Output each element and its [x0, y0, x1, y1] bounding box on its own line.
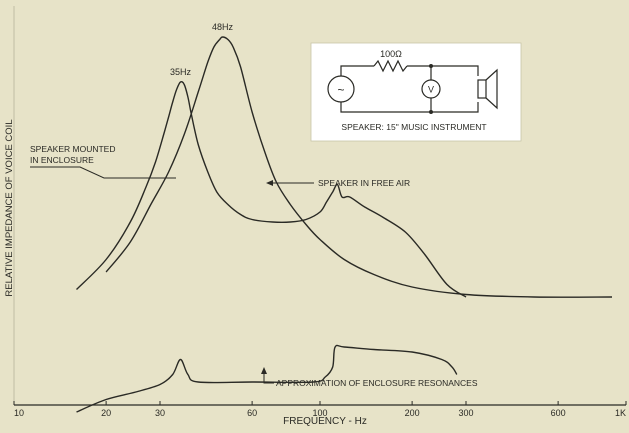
- x-tick-label-20: 20: [101, 408, 111, 418]
- peak-label-48hz: 48Hz: [212, 22, 234, 32]
- inset-caption: SPEAKER: 15" MUSIC INSTRUMENT: [341, 122, 486, 132]
- circuit-inset: ~ V 100Ω SPEAKER: 15" MUSIC INSTRUMENT: [310, 42, 522, 142]
- inset-wire-top-left: [340, 65, 374, 76]
- x-tick-label-100: 100: [312, 408, 327, 418]
- peak-label-35hz: 35Hz: [170, 67, 192, 77]
- inset-resistor-symbol: [373, 59, 408, 73]
- leader-enclosure: [30, 166, 176, 179]
- x-tick-label-1K: 1K: [615, 408, 626, 418]
- annotation-resonances: APPROXIMATION OF ENCLOSURE RESONANCES: [276, 378, 478, 388]
- inset-source-label: ~: [337, 83, 344, 97]
- leader-resonances-arrow: [261, 367, 267, 374]
- annotation-enclosure-line2: IN ENCLOSURE: [30, 155, 94, 165]
- y-axis-label: RELATIVE IMPEDANCE OF VOICE COIL: [4, 119, 15, 296]
- inset-voltmeter-symbol: [421, 79, 441, 99]
- x-tick-label-60: 60: [247, 408, 257, 418]
- inset-source-symbol: [327, 75, 355, 103]
- series-free-air-curve: [105, 36, 613, 298]
- inset-wire-bottom: [340, 102, 479, 113]
- inset-speaker-symbol: [477, 79, 487, 99]
- x-tick-label-30: 30: [155, 408, 165, 418]
- inset-resistor-label: 100Ω: [380, 49, 402, 59]
- x-tick-group: 10 20 30 60 100 200 300 600 1K: [13, 401, 627, 418]
- series-enclosure-curve: [76, 81, 467, 298]
- leader-free-air-arrow: [266, 180, 273, 186]
- x-tick-label-10: 10: [14, 408, 24, 418]
- annotation-free-air: SPEAKER IN FREE AIR: [318, 178, 410, 188]
- x-tick-label-300: 300: [458, 408, 473, 418]
- series-resonances-curve: [76, 344, 458, 413]
- inset-voltmeter-label: V: [428, 85, 434, 95]
- x-tick-label-200: 200: [405, 408, 420, 418]
- annotation-enclosure-line1: SPEAKER MOUNTED: [30, 144, 116, 154]
- x-tick-label-600: 600: [551, 408, 566, 418]
- leader-resonances: [263, 371, 274, 384]
- series-group: [76, 36, 613, 413]
- inset-speaker-cone: [485, 68, 498, 110]
- x-axis-label: FREQUENCY - Hz: [283, 416, 367, 427]
